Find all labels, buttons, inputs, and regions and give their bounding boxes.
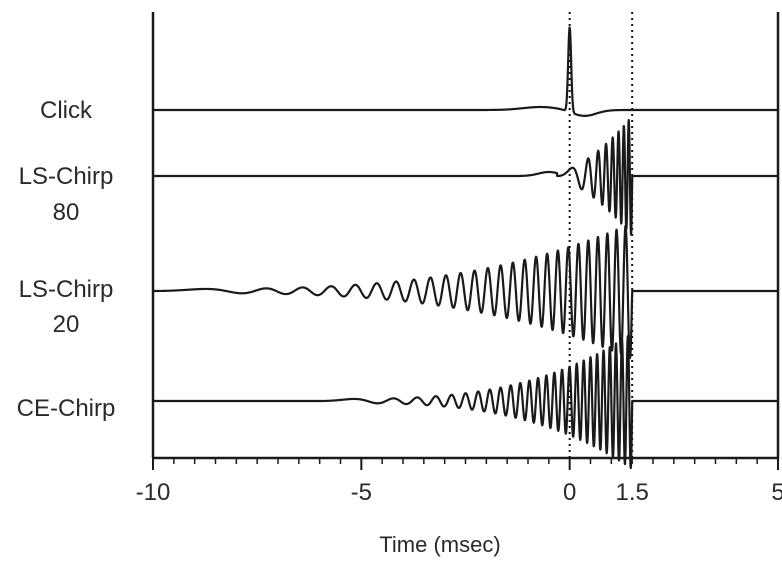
x-axis-title: Time (msec)	[379, 532, 500, 557]
reference-lines	[568, 12, 634, 458]
x-tick-label: 5	[771, 479, 782, 506]
x-tick-label: -10	[136, 479, 171, 506]
x-tick-label: 1.5	[615, 479, 648, 506]
waveform-trace	[152, 335, 779, 470]
series-label: CE-Chirp	[17, 395, 116, 422]
x-tick-label: 0	[563, 479, 576, 506]
series-label: Click	[40, 97, 93, 124]
waveform-trace	[152, 26, 779, 117]
x-ticks: -10 -5 0 1.5 5	[136, 458, 782, 506]
x-tick-label: -5	[351, 479, 372, 506]
series-label: LS-Chirp	[19, 163, 114, 190]
series-label: 20	[53, 311, 80, 338]
series-labels: Click LS-Chirp 80 LS-Chirp 20 CE-Chirp	[17, 97, 116, 422]
traces	[152, 26, 779, 470]
waveform-trace	[152, 224, 779, 360]
waveform-trace	[152, 118, 779, 236]
series-label: LS-Chirp	[19, 276, 114, 303]
series-label: 80	[53, 199, 80, 226]
